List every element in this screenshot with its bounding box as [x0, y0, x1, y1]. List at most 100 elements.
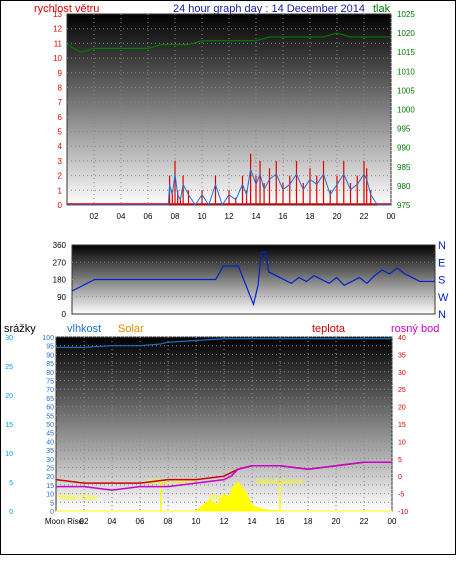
dewpoint-line [56, 461, 392, 491]
humidity-axis-tick: 0 [50, 509, 54, 516]
humidity-axis-tick: 5 [50, 500, 54, 507]
humidity-axis-tick: 65 [46, 396, 54, 403]
temperature-axis-tick: 15 [398, 422, 406, 429]
humidity-axis-tick: 30 [46, 457, 54, 464]
wind-axis-tick: 10 [53, 54, 62, 63]
bottom-x-tick: 02 [80, 517, 89, 526]
direction-axis-tick: 360 [53, 241, 67, 250]
moon-rise-annotation: Moon Rise [59, 493, 98, 502]
bottom-x-tick: 18 [304, 517, 313, 526]
temperature-axis-tick: 35 [398, 352, 406, 359]
temperature-axis-tick: 0 [398, 474, 402, 481]
humidity-axis-tick: 95 [46, 344, 54, 351]
wind-axis-tick: 0 [58, 201, 63, 210]
wind-x-tick: 10 [198, 212, 207, 221]
pressure-line [66, 32, 391, 53]
wind-x-tick: 06 [144, 212, 153, 221]
direction-axis-tick: 270 [53, 258, 67, 267]
temperature-axis-tick: -10 [398, 509, 408, 516]
pressure-axis-tick: 1020 [397, 29, 415, 38]
compass-label: W [438, 292, 449, 304]
pressure-axis-tick: 990 [397, 144, 411, 153]
humidity-axis-tick: 35 [46, 448, 54, 455]
pressure-axis-tick: 980 [397, 182, 411, 191]
humidity-axis-tick: 80 [46, 370, 54, 377]
wind-axis-tick: 3 [58, 157, 63, 166]
wind-pressure-plot-area [66, 13, 392, 206]
wind-axis-tick: 1 [58, 186, 63, 195]
rain-axis-tick: 25 [5, 364, 13, 371]
wind-axis-tick: 11 [54, 39, 63, 48]
rain-axis-tick: 5 [9, 480, 13, 487]
temperature-axis-tick: 20 [398, 405, 406, 412]
wind-x-tick: 22 [360, 212, 369, 221]
dewpoint-label: rosný bod [391, 323, 439, 335]
bottom-x-tick: 04 [108, 517, 117, 526]
wind-axis-tick: 6 [58, 113, 63, 122]
pressure-axis-tick: 1015 [397, 48, 415, 57]
solar-label: Solar [118, 323, 144, 335]
wind-x-tick: 18 [306, 212, 315, 221]
bottom-x-tick: 08 [164, 517, 173, 526]
wind-axis-tick: 9 [58, 69, 63, 78]
bottom-x-tick: 22 [360, 517, 369, 526]
rain-axis-tick: 0 [9, 509, 13, 516]
bottom-x-tick: 16 [276, 517, 285, 526]
bottom-x-tick: 12 [220, 517, 229, 526]
wind-axis-tick: 13 [53, 10, 62, 19]
pressure-label: tlak [373, 3, 391, 15]
humidity-axis-tick: 90 [46, 352, 54, 359]
humidity-axis-tick: 20 [46, 474, 54, 481]
compass-label: N [438, 309, 446, 321]
bottom-x-tick: 00 [388, 517, 397, 526]
wind-x-tick: 14 [252, 212, 261, 221]
sunrise-annotation: východ slunce [146, 477, 197, 486]
pressure-axis-tick: 1010 [397, 67, 415, 76]
wind-x-tick: 08 [171, 212, 180, 221]
humidity-axis-tick: 85 [46, 361, 54, 368]
bottom-x-tick: 14 [248, 517, 257, 526]
bottom-x-tick: Moon Rise [45, 517, 84, 526]
humidity-axis-tick: 60 [46, 405, 54, 412]
bottom-x-tick: 20 [332, 517, 341, 526]
rain-axis-tick: 10 [5, 451, 13, 458]
rain-axis-tick: 15 [5, 422, 13, 429]
temperature-axis-tick: 25 [398, 387, 406, 394]
pressure-axis-tick: 985 [397, 163, 411, 172]
humidity-axis-tick: 40 [46, 439, 54, 446]
humidity-axis-tick: 100 [42, 335, 54, 342]
wind-x-tick: 12 [225, 212, 234, 221]
humidity-axis-tick: 55 [46, 413, 54, 420]
rain-axis-tick: 20 [5, 393, 13, 400]
wind-speed-label: rychlost větru [34, 3, 99, 15]
rain-label: srážky [4, 323, 36, 335]
wind-axis-tick: 4 [58, 142, 63, 151]
pressure-axis-tick: 1000 [397, 106, 415, 115]
wind-x-tick: 02 [90, 212, 99, 221]
temperature-label: teplota [312, 323, 346, 335]
wind-axis-tick: 2 [58, 172, 63, 181]
wind-direction-line [71, 250, 435, 307]
compass-label: S [438, 275, 445, 287]
humidity-axis-tick: 75 [46, 379, 54, 386]
humidity-axis-tick: 50 [46, 422, 54, 429]
wind-axis-tick: 7 [58, 98, 63, 107]
temperature-axis-tick: 40 [398, 335, 406, 342]
humidity-axis-tick: 45 [46, 431, 54, 438]
direction-axis-tick: 90 [57, 293, 66, 302]
graph-title: 24 hour graph day : 14 December 2014 [173, 3, 365, 15]
temperature-axis-tick: -5 [398, 492, 404, 499]
pressure-axis-tick: 1005 [397, 86, 415, 95]
pressure-axis-tick: 995 [397, 125, 411, 134]
compass-label: E [438, 257, 445, 269]
temperature-axis-tick: 30 [398, 370, 406, 377]
direction-axis-tick: 0 [62, 310, 67, 319]
rain-axis-tick: 30 [5, 335, 13, 342]
wind-axis-tick: 5 [58, 128, 63, 137]
wind-axis-tick: 12 [53, 25, 62, 34]
humidity-axis-tick: 25 [46, 466, 54, 473]
humidity-axis-tick: 70 [46, 387, 54, 394]
bottom-x-tick: 06 [136, 517, 145, 526]
